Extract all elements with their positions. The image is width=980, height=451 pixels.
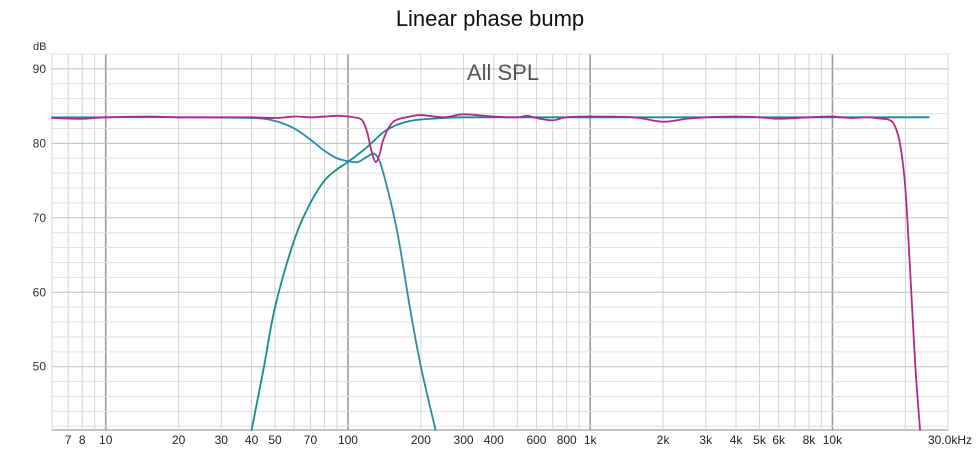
x-tick-label: 2k: [657, 433, 671, 447]
x-tick-label: 600: [526, 433, 546, 447]
y-axis-unit: dB: [33, 41, 46, 53]
x-tick-label: 10k: [823, 433, 843, 447]
y-tick-label: 60: [33, 285, 47, 299]
y-tick-label: 90: [33, 62, 47, 76]
x-tick-label: 1k: [584, 433, 598, 447]
x-tick-label: 30.0kHz: [928, 433, 972, 447]
x-tick-label: 70: [304, 433, 318, 447]
chart-title: Linear phase bump: [395, 6, 585, 31]
x-tick-label: 8k: [803, 433, 817, 447]
x-tick-label: 6k: [772, 433, 786, 447]
x-tick-label: 3k: [699, 433, 713, 447]
x-tick-label: 7: [65, 433, 72, 447]
x-tick-label: 30: [215, 433, 229, 447]
x-tick-label: 200: [411, 433, 431, 447]
x-tick-label: 20: [172, 433, 186, 447]
x-tick-label: 5k: [753, 433, 767, 447]
y-tick-label: 80: [33, 136, 47, 150]
x-tick-label: 100: [338, 433, 358, 447]
x-tick-label: 300: [454, 433, 474, 447]
plot-background: [51, 53, 949, 431]
x-tick-label: 10: [99, 433, 113, 447]
x-tick-label: 400: [484, 433, 504, 447]
x-tick-label: 40: [245, 433, 259, 447]
x-tick-label: 50: [268, 433, 282, 447]
plot-label: All SPL: [467, 60, 539, 85]
x-tick-label: 4k: [730, 433, 744, 447]
x-tick-label: 8: [79, 433, 86, 447]
y-tick-label: 70: [33, 211, 47, 225]
x-tick-label: 800: [557, 433, 577, 447]
y-tick-label: 50: [33, 360, 47, 374]
series-line-3: [51, 113, 921, 431]
